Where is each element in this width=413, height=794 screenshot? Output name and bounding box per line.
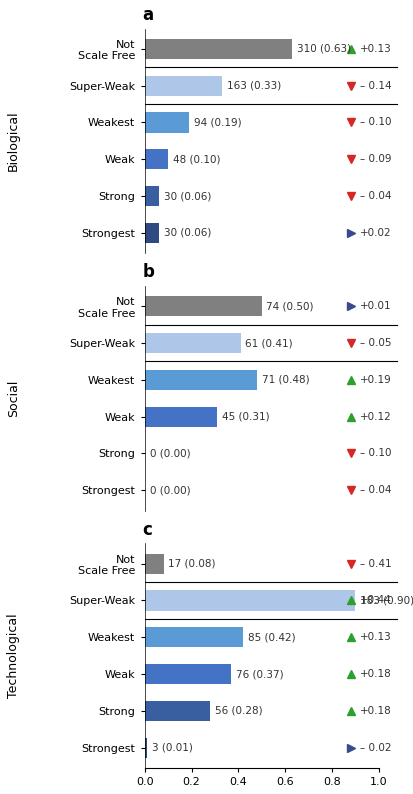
Text: – 0.10: – 0.10	[359, 449, 390, 458]
Text: 71 (0.48): 71 (0.48)	[261, 375, 309, 385]
Text: – 0.04: – 0.04	[359, 191, 390, 201]
Text: 45 (0.31): 45 (0.31)	[221, 411, 269, 422]
Text: +0.12: +0.12	[359, 411, 391, 422]
Text: – 0.09: – 0.09	[359, 154, 390, 164]
Text: 48 (0.10): 48 (0.10)	[173, 154, 220, 164]
Bar	[145, 627, 242, 647]
Text: 310 (0.63): 310 (0.63)	[296, 44, 350, 54]
Text: – 0.02: – 0.02	[359, 742, 390, 753]
Text: 17 (0.08): 17 (0.08)	[168, 559, 215, 569]
Text: 163 (0.33): 163 (0.33)	[226, 81, 280, 91]
Text: 56 (0.28): 56 (0.28)	[214, 706, 262, 716]
Text: 85 (0.42): 85 (0.42)	[247, 632, 294, 642]
Text: 3 (0.01): 3 (0.01)	[152, 742, 192, 753]
Text: +0.18: +0.18	[359, 706, 391, 716]
Y-axis label: Biological: Biological	[7, 110, 20, 172]
Text: a: a	[142, 6, 153, 24]
Bar	[145, 591, 354, 611]
Bar	[145, 75, 221, 96]
Text: b: b	[142, 264, 154, 281]
Text: – 0.41: – 0.41	[359, 559, 391, 569]
Bar	[145, 664, 231, 684]
Text: – 0.10: – 0.10	[359, 118, 390, 128]
Text: +0.02: +0.02	[359, 228, 391, 238]
Bar	[145, 370, 256, 390]
Bar	[145, 738, 147, 757]
Y-axis label: Technological: Technological	[7, 614, 20, 698]
Bar	[145, 701, 210, 721]
Text: +0.13: +0.13	[359, 44, 391, 54]
Text: – 0.05: – 0.05	[359, 338, 390, 348]
Bar	[145, 186, 159, 206]
Bar	[145, 333, 240, 353]
Bar	[145, 553, 163, 574]
Text: 30 (0.06): 30 (0.06)	[163, 191, 210, 201]
Text: – 0.04: – 0.04	[359, 485, 390, 495]
Text: 183 (0.90): 183 (0.90)	[359, 596, 413, 606]
Bar	[145, 296, 261, 316]
Text: 0 (0.00): 0 (0.00)	[149, 485, 190, 495]
Text: +0.01: +0.01	[359, 301, 391, 311]
Bar	[145, 407, 217, 427]
Text: +0.19: +0.19	[359, 375, 391, 385]
Bar	[145, 113, 189, 133]
Y-axis label: Social: Social	[7, 380, 20, 417]
Text: 30 (0.06): 30 (0.06)	[163, 228, 210, 238]
Text: c: c	[142, 521, 152, 539]
Bar	[145, 39, 292, 59]
Text: – 0.14: – 0.14	[359, 81, 391, 91]
Text: +0.13: +0.13	[359, 632, 391, 642]
Bar	[145, 223, 159, 243]
Text: 94 (0.19): 94 (0.19)	[193, 118, 241, 128]
Text: 61 (0.41): 61 (0.41)	[245, 338, 292, 348]
Text: 0 (0.00): 0 (0.00)	[149, 449, 190, 458]
Text: +0.18: +0.18	[359, 669, 391, 679]
Bar	[145, 149, 168, 169]
Text: 76 (0.37): 76 (0.37)	[235, 669, 283, 679]
Text: 74 (0.50): 74 (0.50)	[266, 301, 313, 311]
Text: +0.44: +0.44	[359, 596, 391, 606]
